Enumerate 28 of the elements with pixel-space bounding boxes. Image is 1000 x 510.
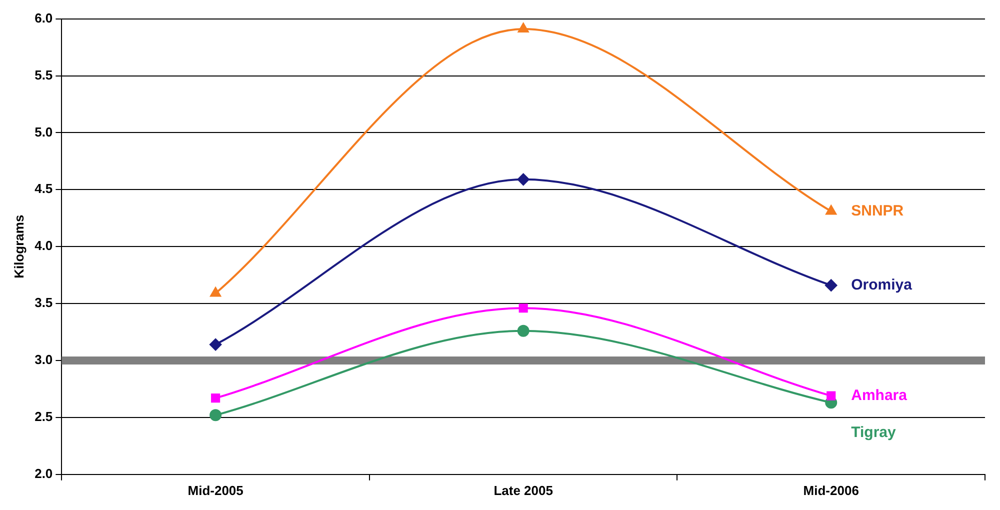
y-tick-label: 3.5 xyxy=(34,295,53,310)
y-tick-label: 4.5 xyxy=(34,181,53,196)
point xyxy=(210,338,222,351)
series-label: Tigray xyxy=(851,424,897,441)
y-axis-title: Kilograms xyxy=(11,214,26,278)
point xyxy=(826,205,836,215)
x-tick-label: Mid-2005 xyxy=(188,482,244,498)
point xyxy=(517,173,530,186)
y-tick-label: 2.0 xyxy=(34,466,53,481)
y-tick-label: 6.0 xyxy=(34,10,53,26)
series-label: SNNPR xyxy=(851,202,904,220)
y-tick-label: 2.5 xyxy=(34,409,53,424)
point xyxy=(210,287,221,297)
x-tick-label: Mid-2006 xyxy=(803,482,859,498)
y-tick-label: 5.0 xyxy=(34,124,53,140)
point xyxy=(518,304,528,313)
point xyxy=(518,23,529,33)
series-label: Oromiya xyxy=(851,276,913,294)
y-tick-label: 5.5 xyxy=(34,67,53,82)
y-tick-label: 4.0 xyxy=(34,238,53,254)
point xyxy=(211,394,220,403)
x-tick-label: Late 2005 xyxy=(494,482,553,498)
point xyxy=(825,279,838,292)
point xyxy=(826,391,836,400)
series-label: Amhara xyxy=(851,386,908,404)
point xyxy=(517,324,530,337)
point xyxy=(210,409,222,422)
y-tick-label: 3.0 xyxy=(34,352,53,368)
